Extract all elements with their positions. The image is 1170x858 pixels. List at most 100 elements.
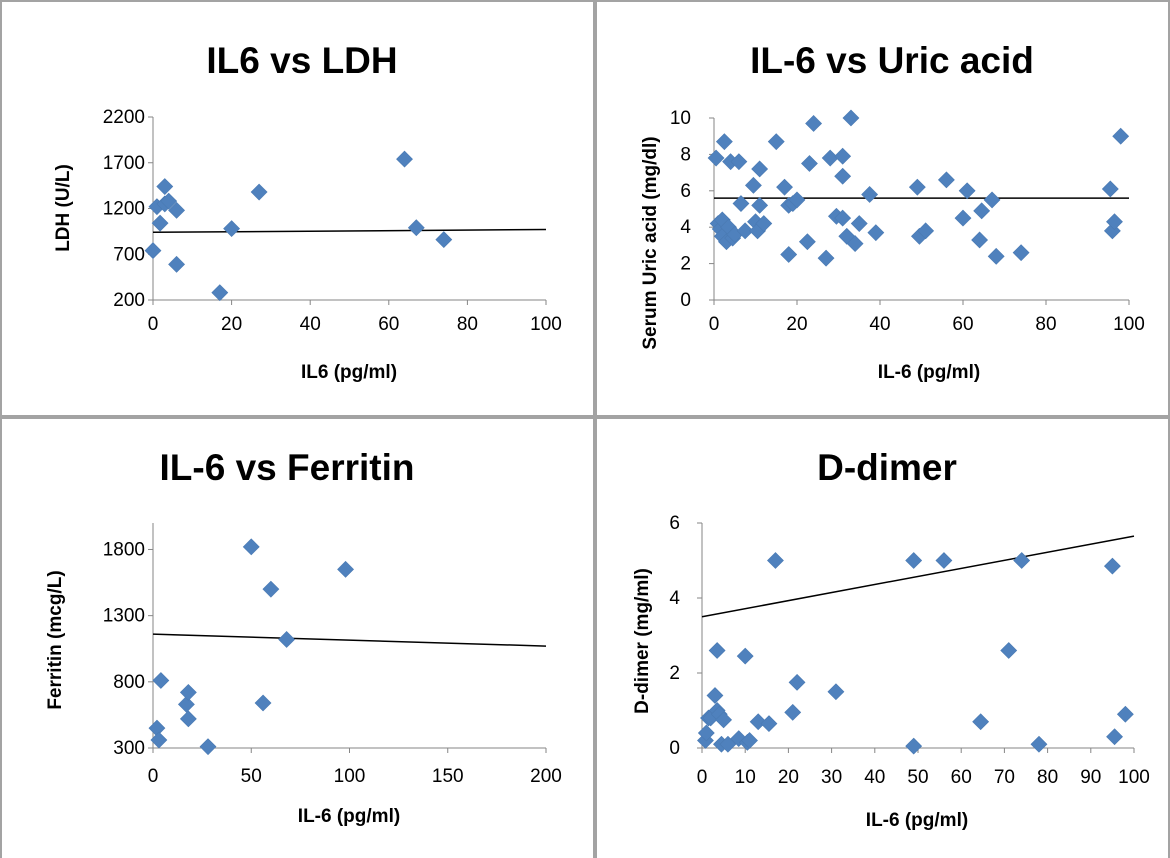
data-point — [732, 195, 750, 212]
trendline — [152, 633, 547, 647]
trendline — [152, 228, 547, 234]
data-point — [708, 642, 726, 659]
data-point — [736, 647, 754, 665]
x-tick-label: 0 — [148, 314, 159, 335]
x-tick-label: 60 — [952, 314, 973, 335]
data-point — [1101, 180, 1119, 198]
data-point — [156, 178, 174, 195]
x-tick-label: 20 — [786, 314, 807, 335]
data-point — [908, 178, 926, 196]
x-tick-label: 0 — [709, 314, 720, 335]
chart-frame — [595, 417, 1170, 858]
chart-title: IL-6 vs Ferritin — [160, 447, 415, 488]
data-point — [707, 149, 725, 167]
y-tick-label: 300 — [113, 738, 145, 759]
data-point — [834, 167, 852, 185]
data-point — [1013, 552, 1031, 569]
data-point — [242, 538, 260, 556]
y-tick-label: 0 — [680, 290, 691, 311]
data-point — [760, 715, 778, 733]
data-point — [152, 672, 170, 689]
x-tick-label: 70 — [994, 767, 1015, 788]
data-point — [1116, 705, 1134, 723]
x-tick-label: 50 — [241, 766, 262, 787]
data-point — [730, 153, 748, 171]
data-point — [850, 215, 868, 232]
data-point — [1103, 557, 1121, 575]
x-tick-label: 50 — [907, 767, 928, 788]
data-point — [958, 182, 976, 200]
x-tick-label: 0 — [148, 766, 159, 787]
data-point — [262, 580, 280, 598]
x-tick-label: 20 — [221, 314, 242, 335]
data-point — [745, 176, 762, 194]
data-point — [150, 731, 168, 749]
data-point — [805, 115, 823, 132]
data-point — [1000, 642, 1018, 659]
y-tick-label: 200 — [113, 290, 145, 311]
data-point — [199, 738, 217, 756]
y-tick-label: 1200 — [103, 199, 145, 220]
data-point — [827, 683, 845, 701]
x-tick-label: 40 — [869, 314, 890, 335]
data-point — [776, 178, 793, 196]
x-tick-label: 80 — [457, 314, 478, 335]
data-point — [751, 160, 769, 178]
data-point — [788, 191, 806, 209]
chart-il6-vs-ferritin: IL-6 vs Ferritin IL-6 (pg/ml) Ferritin (… — [0, 417, 595, 858]
y-tick-label: 700 — [113, 244, 145, 265]
data-point — [223, 220, 241, 238]
y-tick-label: 800 — [113, 672, 145, 693]
x-tick-label: 80 — [1037, 767, 1058, 788]
x-axis-label: IL-6 (pg/ml) — [866, 810, 968, 831]
data-point — [715, 711, 733, 729]
x-axis-label: IL-6 (pg/ml) — [878, 362, 980, 383]
x-axis-label: IL-6 (pg/ml) — [298, 806, 400, 827]
data-point — [396, 150, 413, 168]
data-point — [937, 171, 955, 189]
y-tick-label: 4 — [680, 217, 691, 238]
data-point — [407, 219, 425, 237]
data-point — [715, 133, 733, 151]
data-point — [706, 687, 724, 704]
data-point — [821, 149, 839, 167]
data-point — [973, 202, 991, 220]
data-point — [755, 215, 773, 232]
trendline — [701, 535, 1135, 618]
data-point — [736, 222, 754, 240]
data-point — [177, 695, 195, 713]
x-tick-label: 10 — [735, 767, 756, 788]
x-tick-label: 30 — [821, 767, 842, 788]
chart-d-dimer: D-dimer IL-6 (pg/ml) D-dimer (mg/ml) 0 2 4… — [595, 417, 1170, 858]
y-tick-label: 6 — [680, 181, 691, 202]
x-tick-label: 200 — [530, 766, 562, 787]
y-tick-label: 2200 — [103, 107, 145, 128]
data-point — [719, 735, 737, 753]
data-point — [905, 737, 923, 755]
data-point — [842, 109, 860, 127]
y-tick-label: 1300 — [103, 606, 145, 627]
data-point — [751, 196, 769, 214]
chart-il6-vs-uric-acid: IL-6 vs Uric acid IL-6 (pg/ml) Serum Uri… — [595, 0, 1170, 417]
y-tick-label: 1700 — [103, 153, 145, 174]
data-point — [834, 209, 852, 227]
x-tick-label: 40 — [300, 314, 321, 335]
chart-il6-vs-ldh: IL6 vs LDH IL6 (pg/ml) LDH (U/L) 2007001… — [0, 0, 595, 417]
data-point — [1106, 213, 1123, 231]
data-point — [801, 155, 818, 172]
x-axis-label: IL6 (pg/ml) — [301, 362, 397, 383]
chart-frame — [0, 417, 595, 858]
y-tick-label: 4 — [669, 588, 680, 609]
data-point — [971, 231, 989, 249]
data-point — [250, 183, 268, 201]
data-point — [278, 631, 296, 648]
y-tick-label: 1800 — [103, 539, 145, 560]
x-tick-label: 60 — [378, 314, 399, 335]
data-point — [780, 246, 798, 263]
data-point — [834, 147, 852, 165]
plot-area: 300 800 1300 1800 0 50 100 150 200 — [103, 523, 562, 787]
data-point — [337, 560, 354, 578]
data-point — [179, 710, 197, 728]
data-point — [151, 214, 169, 232]
data-point — [435, 231, 453, 249]
